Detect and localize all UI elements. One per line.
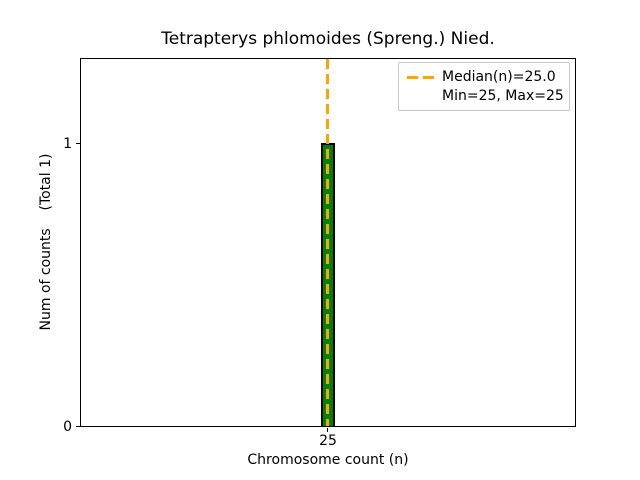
x-tick-label-25: 25 bbox=[319, 433, 337, 449]
y-tick-label-1: 1 bbox=[63, 136, 72, 152]
legend-entry-minmax: Min=25, Max=25 bbox=[407, 87, 564, 106]
y-axis-label: Num of counts (Total 1) bbox=[38, 153, 54, 331]
legend-entry-median: Median(n)=25.0 bbox=[407, 68, 561, 87]
x-axis-label: Chromosome count (n) bbox=[247, 452, 409, 468]
legend-empty-swatch bbox=[407, 94, 434, 97]
x-tick-mark-25 bbox=[327, 428, 328, 432]
y-tick-mark-1 bbox=[76, 143, 80, 144]
y-tick-label-0: 0 bbox=[63, 419, 72, 435]
median-vline bbox=[326, 59, 329, 426]
y-tick-mark-0 bbox=[76, 426, 80, 427]
legend: Median(n)=25.0 Min=25, Max=25 bbox=[398, 62, 570, 111]
chart-title: Tetrapterys phlomoides (Spreng.) Nied. bbox=[161, 29, 495, 49]
plot-area bbox=[80, 58, 576, 427]
legend-minmax-label: Min=25, Max=25 bbox=[442, 87, 564, 104]
legend-median-label: Median(n)=25.0 bbox=[442, 69, 556, 86]
median-dashed-line-swatch bbox=[407, 75, 434, 79]
